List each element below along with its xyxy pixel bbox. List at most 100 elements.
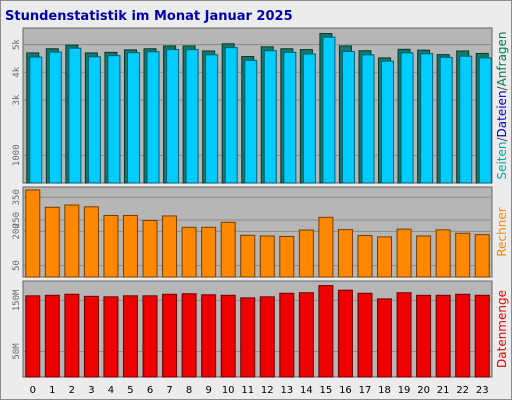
bar-hosts-0-6 [142,219,158,278]
bar-hosts-0-16 [337,229,353,278]
bar-volume-0-22 [455,293,471,378]
x-tick-label: 21 [437,385,450,396]
bar-hosts-0-10 [220,221,236,278]
x-tick-label: 5 [127,385,133,396]
y-tick-label-hosts: 200 [12,223,22,239]
x-tick-label: 15 [320,385,333,396]
bar-volume-0-8 [181,293,197,378]
bar-hosts-0-1 [44,206,60,278]
bar-volume-0-0 [25,295,41,378]
side-label-hosts: Rechner [495,207,509,256]
y-tick-label-requests: 1000 [12,144,22,166]
chart-title: Stundenstatistik im Monat Januar 2025 [5,9,293,24]
bar-requests-1-7 [166,49,180,184]
bar-volume-0-9 [201,294,217,378]
bar-volume-0-23 [474,294,490,378]
bar-volume-0-11 [240,297,256,378]
bar-requests-1-23 [478,57,492,184]
bar-hosts-0-8 [181,226,197,278]
bar-volume-0-2 [64,293,80,378]
bar-volume-0-10 [220,294,236,378]
y-tick-label-hosts: 50 [12,260,22,271]
bar-requests-1-5 [126,52,140,184]
bar-requests-1-6 [146,51,160,184]
bar-requests-1-9 [205,54,219,184]
bar-volume-0-14 [298,292,314,378]
bar-volume-0-21 [435,294,451,378]
bar-requests-1-20 [420,53,434,184]
bar-requests-1-8 [185,49,199,184]
x-tick-label: 23 [476,385,489,396]
y-tick-label-requests: 4k [12,66,22,77]
side-label-part-hosts-0: Rechner [495,207,509,256]
y-tick-label-hosts: 350 [12,189,22,205]
x-tick-label: 4 [108,385,114,396]
bar-requests-1-13 [283,51,297,184]
bar-volume-0-17 [357,292,373,378]
bar-requests-1-4 [107,55,121,184]
x-tick-label: 11 [241,385,254,396]
bar-requests-1-16 [341,51,355,184]
bar-hosts-0-0 [25,189,41,278]
bar-hosts-0-17 [357,235,373,278]
bar-requests-1-19 [400,52,414,184]
x-tick-label: 18 [378,385,391,396]
bar-requests-1-1 [48,51,62,184]
x-tick-label: 13 [280,385,293,396]
x-tick-label: 16 [339,385,352,396]
bar-hosts-0-20 [416,235,432,278]
side-label-part-requests-3: / [495,85,509,90]
x-tick-label: 14 [300,385,313,396]
side-label-part-requests-1: / [495,137,509,142]
x-tick-label: 10 [222,385,235,396]
bar-hosts-0-19 [396,228,412,278]
bar-requests-1-14 [302,53,316,184]
side-label-part-requests-0: Seiten [495,142,509,180]
side-label-part-volume-0: Datenmenge [495,290,509,368]
bar-volume-0-16 [337,289,353,378]
x-tick-label: 7 [166,385,172,396]
x-tick-label: 17 [359,385,372,396]
side-label-part-requests-2: Dateien [495,90,509,137]
bar-hosts-0-4 [103,214,119,278]
bar-volume-0-6 [142,295,158,378]
y-tick-label-volume: 50M [12,343,22,360]
bar-volume-0-15 [318,285,334,378]
bar-volume-0-7 [162,293,178,378]
bar-requests-1-22 [459,55,473,184]
bar-requests-1-0 [29,56,43,184]
x-tick-label: 6 [147,385,153,396]
bar-requests-1-18 [381,60,395,184]
bar-volume-0-13 [279,292,295,378]
bar-requests-1-17 [361,54,375,184]
side-label-requests: Seiten/Dateien/Anfragen [495,31,509,179]
bar-volume-0-12 [259,296,275,378]
bar-hosts-0-14 [298,229,314,278]
x-tick-label: 12 [261,385,274,396]
bar-volume-0-1 [44,294,60,378]
bar-hosts-0-7 [162,215,178,278]
plot-area-volume [22,280,493,378]
bar-requests-1-21 [439,56,453,184]
x-tick-label: 20 [417,385,430,396]
bar-volume-0-4 [103,296,119,378]
bar-volume-0-5 [122,295,138,378]
x-tick-label: 1 [49,385,55,396]
bar-hosts-0-21 [435,229,451,278]
bar-hosts-0-22 [455,232,471,278]
bar-volume-0-3 [83,295,99,378]
y-tick-label-hosts: 250 [12,212,22,228]
side-label-part-requests-4: Anfragen [495,31,509,86]
x-tick-label: 2 [69,385,75,396]
side-label-volume: Datenmenge [495,290,509,368]
bar-hosts-0-9 [201,226,217,278]
y-tick-label-requests: 3k [12,94,22,105]
y-tick-label-requests: 5k [12,39,22,50]
y-tick-label-volume: 150M [12,289,22,311]
x-tick-label: 9 [205,385,211,396]
x-tick-label: 19 [398,385,411,396]
bar-hosts-0-2 [64,204,80,278]
x-tick-label: 22 [456,385,469,396]
